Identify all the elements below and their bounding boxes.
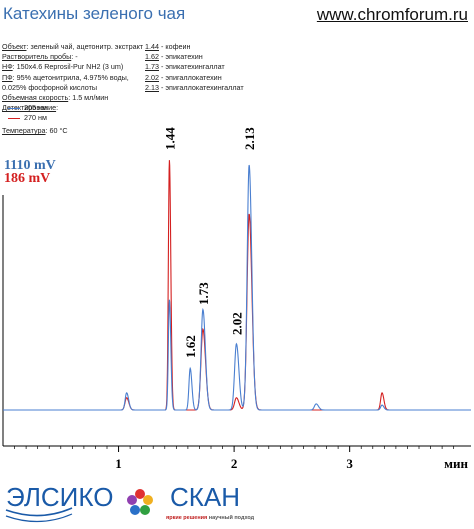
legend-item-270: 270 нм xyxy=(2,113,47,123)
logo-wave-icon xyxy=(5,507,73,517)
condition-key: Растворитель пробы xyxy=(2,52,72,62)
temperature-key: Температура xyxy=(2,126,46,135)
condition-row: Объект: зеленый чай, ацетонитр. экстракт xyxy=(2,42,143,52)
legend-label: 270 нм xyxy=(24,113,47,123)
condition-row: 0.025% фосфорной кислоты xyxy=(2,83,143,93)
axes: 1 2 3 мин xyxy=(2,195,471,471)
peak-label: 2.02 xyxy=(229,312,244,335)
temperature: Температура: 60 °C xyxy=(2,126,68,135)
x-tick-label: 3 xyxy=(346,456,353,471)
x-tick-label: 2 xyxy=(231,456,238,471)
peak-compound: - эпикатехин xyxy=(159,52,203,62)
scale-label-red: 186 mV xyxy=(4,171,51,186)
condition-key: НФ xyxy=(2,62,13,72)
peak-list-item: 2.13 - эпигаллокатехингаллат xyxy=(145,83,244,93)
logo-slogan: яркие решения научный подход xyxy=(166,515,254,521)
peak-list-item: 2.02 - эпигаллокатехин xyxy=(145,73,244,83)
legend-swatch-blue xyxy=(8,107,20,109)
peak-list-item: 1.62 - эпикатехин xyxy=(145,52,244,62)
legend-swatch-red xyxy=(8,117,20,119)
condition-row: Растворитель пробы: - xyxy=(2,52,143,62)
peak-compound: - эпигаллокатехин xyxy=(159,72,222,82)
peak-labels: 1.44 1.62 1.73 2.02 2.13 xyxy=(162,127,257,358)
series-line-205 xyxy=(3,164,471,411)
peak-label: 1.73 xyxy=(196,282,211,305)
peak-time: 2.13 xyxy=(145,82,159,92)
condition-key: Детектирование xyxy=(2,103,57,113)
logo-skan: СКАН xyxy=(170,482,241,512)
condition-value: 0.025% фосфорной кислоты xyxy=(2,82,98,92)
logo-graphic xyxy=(5,489,153,523)
peak-list-item: 1.73 - эпикатехингаллат xyxy=(145,62,244,72)
condition-row: Объемная скорость: 1.5 мл/мин xyxy=(2,93,143,103)
condition-row: Детектирование: xyxy=(2,103,143,113)
site-link[interactable]: www.chromforum.ru xyxy=(316,5,468,24)
x-tick-label: 1 xyxy=(115,456,122,471)
peak-list-item: 1.44 - кофеин xyxy=(145,42,244,52)
slogan-gray: научный подход xyxy=(208,515,255,521)
condition-value: : 95% ацетонитрила, 4.975% воды, xyxy=(12,72,129,82)
peak-label: 1.44 xyxy=(162,127,177,150)
scale-label-blue: 1110 mV xyxy=(4,158,56,173)
peak-time: 2.02 xyxy=(145,72,159,82)
peak-label: 1.62 xyxy=(183,335,198,358)
condition-value: : - xyxy=(71,52,78,62)
series-lines xyxy=(3,160,471,411)
condition-row: ПФ: 95% ацетонитрила, 4.975% воды, xyxy=(2,73,143,83)
condition-key: ПФ xyxy=(2,72,13,82)
x-axis-label: мин xyxy=(444,456,468,471)
legend: 205 нм 270 нм xyxy=(2,103,47,123)
condition-key: Объемная скорость xyxy=(2,93,69,103)
series-line-270 xyxy=(3,160,471,411)
condition-row: НФ: 150x4.6 Reprosil-Pur NH2 (3 um) xyxy=(2,62,143,72)
peak-label: 2.13 xyxy=(242,127,257,150)
logo-wave-icon xyxy=(5,513,73,523)
conditions-block: Объект: зеленый чай, ацетонитр. экстракт… xyxy=(2,42,143,113)
peak-compound: - эпикатехингаллат xyxy=(159,62,225,72)
condition-value: : зеленый чай, ацетонитр. экстракт xyxy=(26,42,144,51)
chart-title: Катехины зеленого чая xyxy=(3,4,186,23)
condition-value: : 1.5 мл/мин xyxy=(68,93,109,103)
logo-footer: ЭЛСИКО СКАН яркие решения научный подход xyxy=(0,482,474,529)
logo-elsiko: ЭЛСИКО xyxy=(6,482,114,512)
condition-value: : xyxy=(56,103,59,113)
legend-item-205: 205 нм xyxy=(2,103,47,113)
temperature-value: : 60 °C xyxy=(45,126,68,135)
peak-compound: - эпигаллокатехингаллат xyxy=(159,82,244,92)
slogan-red: яркие решения xyxy=(166,515,208,521)
condition-key: Объект xyxy=(2,42,27,51)
peak-time: 1.73 xyxy=(145,62,159,72)
legend-label: 205 нм xyxy=(24,103,47,112)
peak-list: 1.44 - кофеин 1.62 - эпикатехин 1.73 - э… xyxy=(145,42,244,93)
peak-compound: - кофеин xyxy=(159,42,191,51)
logo-flower-icon xyxy=(127,489,153,515)
condition-value: : 150x4.6 Reprosil-Pur NH2 (3 um) xyxy=(12,62,124,72)
peak-time: 1.62 xyxy=(145,52,159,62)
peak-time: 1.44 xyxy=(145,42,159,51)
chromatogram: 1 2 3 мин 1.44 1.62 1.73 2.02 2.13 xyxy=(2,127,471,471)
